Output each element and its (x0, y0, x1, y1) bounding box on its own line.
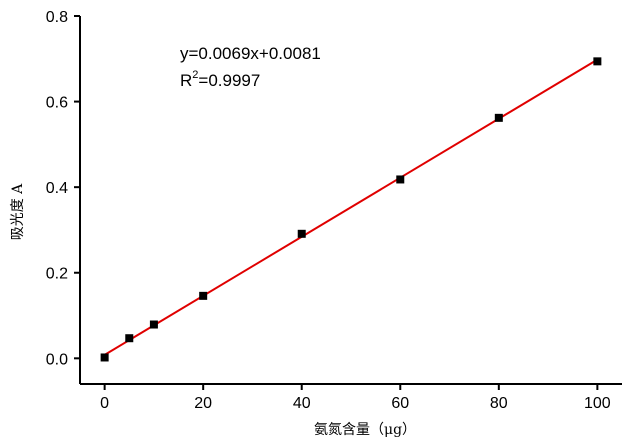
axes (79, 16, 622, 385)
data-point (100, 353, 109, 362)
data-point (297, 229, 306, 238)
data-point (125, 334, 134, 343)
y-axis-title: 吸光度 A (10, 183, 26, 240)
r2-superscript: 2 (192, 69, 198, 81)
ticks: 0 20 40 60 80 100 0.0 0.2 0.4 0.6 0.8 (46, 9, 611, 412)
data-point (199, 291, 208, 300)
x-tick-label: 80 (490, 395, 508, 412)
x-tick-label: 100 (584, 395, 611, 412)
r2-prefix: R (180, 71, 192, 90)
data-point (149, 320, 158, 329)
data-point (396, 175, 405, 184)
x-tick-label: 0 (100, 395, 109, 412)
x-tick-label: 40 (293, 395, 311, 412)
data-points (100, 57, 602, 362)
fit-line (104, 58, 598, 356)
data-point (593, 57, 602, 66)
y-tick-label: 0.4 (46, 180, 68, 197)
x-axis-title: 氨氮含量（μg） (314, 422, 416, 438)
y-tick-label: 0.2 (46, 266, 68, 283)
y-tick-label: 0.8 (46, 9, 68, 26)
r2-annotation: R2=0.9997 (180, 69, 260, 90)
y-tick-label: 0.0 (46, 351, 68, 368)
x-tick-label: 20 (194, 395, 212, 412)
equation-annotation: y=0.0069x+0.0081 (180, 44, 321, 63)
data-point (494, 113, 503, 122)
x-tick-label: 60 (391, 395, 409, 412)
fit-line-group (104, 58, 598, 356)
y-tick-label: 0.6 (46, 95, 68, 112)
r2-value: =0.9997 (198, 71, 260, 90)
